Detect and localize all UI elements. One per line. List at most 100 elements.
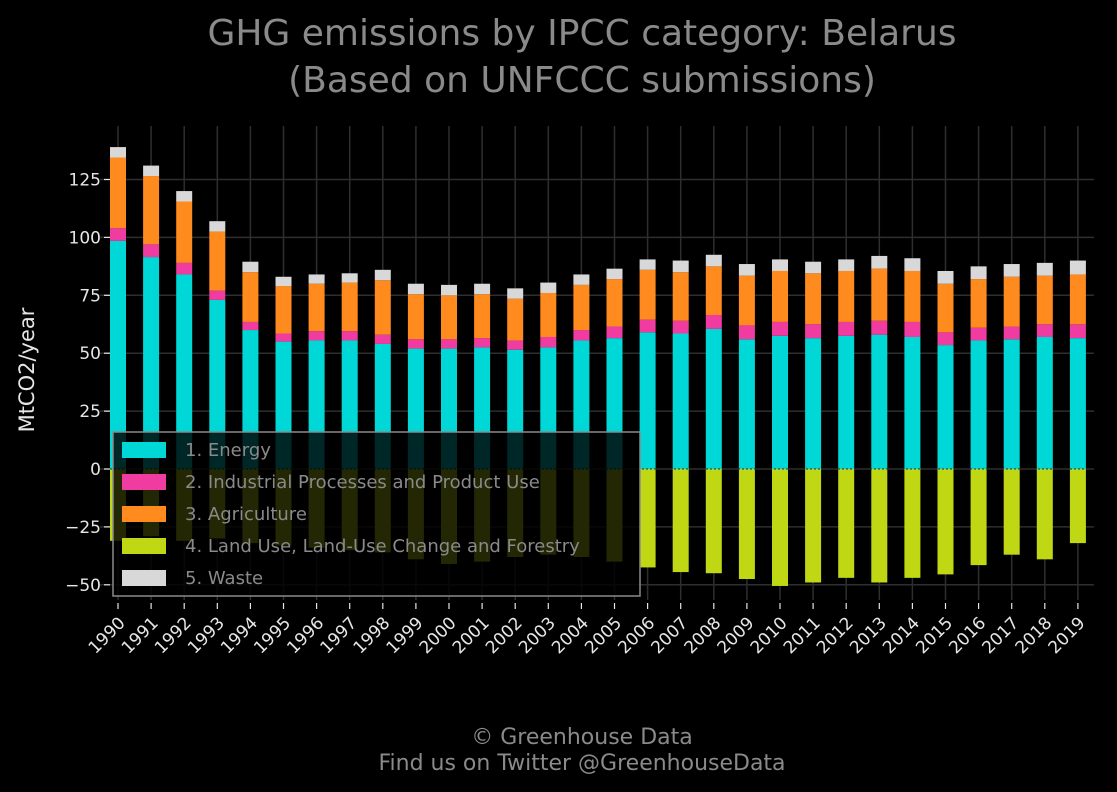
bar-segment [772, 270, 788, 322]
bar-segment [441, 295, 457, 340]
y-tick-label: 50 [79, 344, 101, 364]
bar-segment [838, 259, 855, 271]
y-tick-label: 100 [69, 228, 101, 248]
bar-segment [176, 201, 193, 263]
bar-segment [275, 333, 292, 342]
bar-segment [772, 335, 788, 469]
bar-segment [110, 147, 126, 158]
bar-segment [573, 284, 590, 331]
legend-swatch [122, 570, 166, 586]
bar-segment [407, 294, 424, 340]
bar-segment [1069, 324, 1086, 339]
credit-line-2: Find us on Twitter @GreenhouseData [378, 751, 785, 776]
bar-segment [374, 280, 391, 335]
bar-segment [1003, 339, 1020, 469]
bar-segment [441, 284, 457, 296]
bar-segment [474, 338, 491, 348]
bar-segment [805, 338, 822, 469]
legend-swatch [122, 538, 166, 554]
bar-segment [275, 286, 292, 334]
bar-segment [474, 283, 491, 295]
bar-segment [772, 469, 788, 586]
bar-segment [672, 272, 689, 321]
bar-segment [1036, 275, 1053, 325]
bar-segment [242, 272, 259, 322]
bar-segment [308, 331, 325, 341]
bar-segment [474, 294, 491, 339]
bar-segment [639, 319, 656, 333]
bar-segment [705, 328, 722, 469]
bar-segment [275, 276, 292, 287]
bar-segment [871, 334, 888, 469]
bar-segment [904, 336, 921, 469]
bar-segment [639, 332, 656, 469]
chart-title: GHG emissions by IPCC category: Belarus [207, 13, 956, 54]
bar-segment [970, 327, 987, 341]
bar-segment [540, 282, 557, 293]
bar-segment [110, 157, 126, 229]
bar-segment [738, 275, 755, 326]
bar-segment [606, 268, 623, 280]
y-tick-label: 125 [69, 171, 101, 191]
bar-segment [1069, 260, 1086, 275]
bar-segment [110, 240, 126, 469]
y-tick-labels: −50 −25 0 25 50 75 100 125 [65, 171, 110, 596]
bar-segment [407, 339, 424, 349]
bar-segment [606, 326, 623, 339]
chart-subtitle: (Based on UNFCCC submissions) [288, 60, 876, 101]
bar-segment [176, 262, 193, 275]
bar-segment [209, 221, 226, 232]
bar-segment [937, 283, 954, 333]
bar-segment [672, 320, 689, 334]
bar-segment [871, 320, 888, 335]
bar-segment [838, 270, 855, 322]
bar-segment [143, 176, 160, 245]
bar-segment [1003, 264, 1020, 277]
legend-box [112, 431, 641, 597]
legend-label: 1. Energy [185, 440, 271, 461]
bar-segment [672, 469, 689, 573]
y-axis-label: MtCO2/year [15, 307, 39, 432]
legend-swatch [122, 506, 166, 522]
bar-segment [738, 469, 755, 580]
bar-segment [176, 274, 193, 469]
bar-segment [805, 324, 822, 339]
legend-swatch [122, 474, 166, 490]
bar-segment [772, 259, 788, 271]
bar-segment [1036, 324, 1053, 337]
bar-segment [639, 259, 656, 270]
bar-segment [441, 339, 457, 349]
bar-segment [308, 274, 325, 284]
y-tick-label: 0 [90, 460, 101, 480]
bar-segment [904, 270, 921, 322]
bar-segment [374, 269, 391, 281]
y-tick-label: 75 [79, 286, 101, 306]
bar-segment [970, 469, 987, 566]
bar-segment [209, 290, 226, 300]
bar-segment [937, 270, 954, 284]
legend: 1. Energy 2. Industrial Processes and Pro… [112, 431, 641, 597]
y-tick-label: 25 [79, 402, 101, 422]
bar-segment [639, 469, 656, 568]
bar-segment [407, 283, 424, 295]
bars-group [110, 147, 1086, 586]
bar-segment [341, 331, 358, 341]
bar-segment [838, 335, 855, 469]
legend-label: 4. Land Use, Land-Use Change and Forestr… [185, 536, 580, 557]
bar-segment [143, 165, 160, 177]
bar-segment [308, 283, 325, 332]
bar-segment [341, 273, 358, 283]
bar-segment [937, 332, 954, 346]
bar-segment [904, 321, 921, 337]
bar-segment [1069, 274, 1086, 325]
bar-segment [705, 266, 722, 315]
bar-segment [1003, 276, 1020, 327]
bar-segment [705, 314, 722, 329]
bar-segment [1036, 262, 1053, 276]
bar-segment [805, 273, 822, 325]
bar-segment [110, 228, 126, 241]
bar-segment [871, 255, 888, 269]
bar-segment [871, 469, 888, 583]
bar-segment [606, 279, 623, 327]
